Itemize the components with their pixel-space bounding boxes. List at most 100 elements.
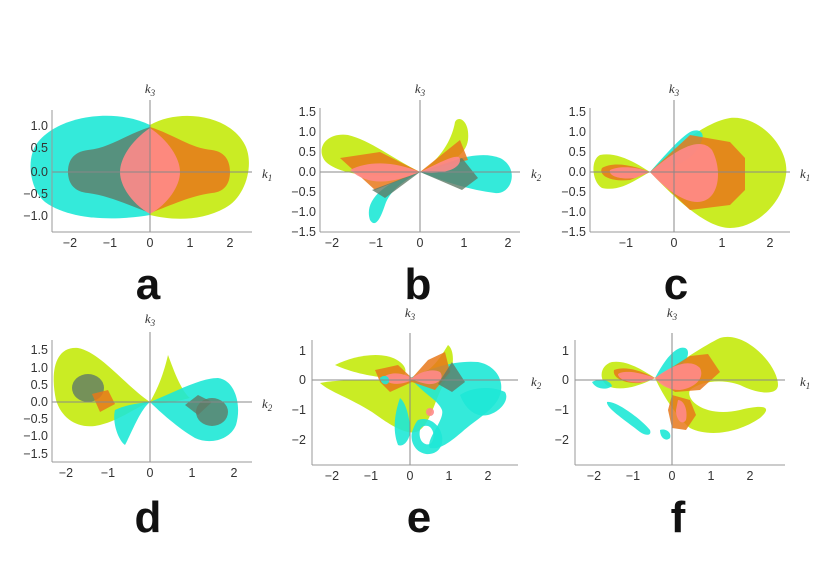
panel-e-pink-dot: [426, 408, 434, 416]
panel-c-xticks: −1 0 1 2: [619, 236, 774, 250]
tick-label: −1.5: [23, 447, 48, 461]
panel-b-ylabel: k3: [415, 81, 426, 98]
tick-label: 2: [747, 469, 754, 483]
tick-label: 1.0: [31, 119, 48, 133]
tick-label: 1: [562, 344, 569, 358]
tick-label: −2: [325, 236, 339, 250]
tick-label: −2: [325, 469, 339, 483]
tick-label: 0.0: [569, 165, 586, 179]
panel-f-xticks: −2 −1 0 1 2: [587, 469, 754, 483]
tick-label: −1.0: [23, 209, 48, 223]
tick-label: 0: [407, 469, 414, 483]
tick-label: 2: [485, 469, 492, 483]
panel-e-yellow-region: [320, 345, 453, 433]
panel-e-cyan-left: [394, 398, 411, 446]
tick-label: 0.5: [569, 145, 586, 159]
tick-label: −1: [101, 466, 115, 480]
panel-f-pink-bottom: [676, 400, 687, 423]
panel-b-xticks: −2 −1 0 1 2: [325, 236, 512, 250]
panel-c-pink-region-left: [609, 167, 650, 179]
panel-c-pink-region: [650, 143, 718, 202]
panel-a: k3 k1 −2 −1 0 1 2 1.0 0.5 0.0 −0.5 −1.0 …: [23, 81, 272, 309]
panel-f-cyan-bottom: [660, 429, 671, 440]
panel-c: k3 k1 −1 0 1 2 1.5 1.0 0.5 0.0 −0.5 −1.0…: [561, 81, 810, 309]
tick-label: −2: [59, 466, 73, 480]
panel-d-cyan-region-left: [114, 402, 150, 445]
panel-c-xlabel: k1: [800, 166, 810, 183]
tick-label: 1: [708, 469, 715, 483]
panel-f-yticks: 1 0 −1 −2: [555, 344, 569, 447]
tick-label: 1.0: [31, 361, 48, 375]
panel-d-gray-region: [185, 395, 212, 415]
panel-e-yticks: 1 0 −1 −2: [292, 344, 306, 447]
tick-label: 1.5: [31, 343, 48, 357]
tick-label: 0.0: [299, 165, 316, 179]
panel-a-xticks: −2 −1 0 1 2: [63, 236, 234, 250]
tick-label: −0.5: [561, 185, 586, 199]
panel-a-regions: [30, 115, 249, 219]
panel-f-ylabel: k3: [667, 305, 678, 322]
tick-label: 1.0: [299, 125, 316, 139]
tick-label: −1.0: [561, 205, 586, 219]
panel-c-yticks: 1.5 1.0 0.5 0.0 −0.5 −1.0 −1.5: [561, 105, 586, 239]
panel-e-ylabel: k3: [405, 305, 416, 322]
tick-label: 0.5: [299, 145, 316, 159]
panel-f-xlabel: k1: [800, 374, 810, 391]
tick-label: −1.0: [23, 429, 48, 443]
tick-label: −2: [587, 469, 601, 483]
panel-e-xlabel: k2: [531, 374, 542, 391]
panel-e-cyan-right: [460, 388, 507, 416]
tick-label: −1: [555, 403, 569, 417]
panel-e-cyan-loop: [411, 418, 443, 455]
panel-e-regions: [320, 345, 507, 455]
tick-label: −0.5: [23, 187, 48, 201]
tick-label: −0.5: [291, 185, 316, 199]
panel-f-regions: [592, 336, 778, 440]
panel-f: k3 k1 −2 −1 0 1 2 1 0 −1 −2 f: [555, 305, 811, 542]
tick-label: 2: [505, 236, 512, 250]
tick-label: 2: [231, 466, 238, 480]
panel-d-ylabel: k3: [145, 311, 156, 328]
tick-label: −1.0: [291, 205, 316, 219]
tick-label: 1: [461, 236, 468, 250]
tick-label: 1.0: [569, 125, 586, 139]
panel-f-pink-right: [655, 363, 702, 390]
panel-b-xlabel: k2: [531, 166, 542, 183]
tick-label: 1.5: [299, 105, 316, 119]
panel-d-letter: d: [135, 493, 162, 542]
panel-a-xlabel: k1: [262, 166, 272, 183]
panel-b-gray-region: [420, 158, 478, 190]
panel-a-letter: a: [136, 260, 161, 309]
tick-label: −1.5: [291, 225, 316, 239]
tick-label: −1: [364, 469, 378, 483]
panel-d-orange-region: [92, 390, 115, 412]
tick-label: 1: [189, 466, 196, 480]
tick-label: −1.5: [561, 225, 586, 239]
tick-label: −2: [292, 433, 306, 447]
panel-e-letter: e: [407, 493, 431, 542]
tick-label: 1: [299, 344, 306, 358]
panel-c-letter: c: [664, 260, 688, 309]
panel-c-ylabel: k3: [669, 81, 680, 98]
tick-label: 0.0: [31, 395, 48, 409]
panel-f-letter: f: [671, 493, 686, 542]
tick-label: 1: [719, 236, 726, 250]
tick-label: −1: [369, 236, 383, 250]
tick-label: −1: [292, 403, 306, 417]
tick-label: 0.0: [31, 165, 48, 179]
tick-label: 1: [446, 469, 453, 483]
panel-d-xlabel: k2: [262, 396, 273, 413]
tick-label: −1: [626, 469, 640, 483]
panel-d: k3 k2 −2 −1 0 1 2 1.5 1.0 0.5 0.0 −0.5 −…: [23, 311, 272, 542]
panel-e-xticks: −2 −1 0 1 2: [325, 469, 492, 483]
tick-label: −1: [103, 236, 117, 250]
tick-label: 0: [562, 373, 569, 387]
tick-label: 0: [147, 236, 154, 250]
panel-b-yticks: 1.5 1.0 0.5 0.0 −0.5 −1.0 −1.5: [291, 105, 316, 239]
panel-d-regions: [53, 347, 239, 445]
tick-label: 2: [227, 236, 234, 250]
panel-b-regions: [321, 119, 512, 224]
panel-b-yellow-region-right: [420, 119, 469, 172]
panel-e-pink-region: [382, 370, 442, 385]
tick-label: −1: [619, 236, 633, 250]
